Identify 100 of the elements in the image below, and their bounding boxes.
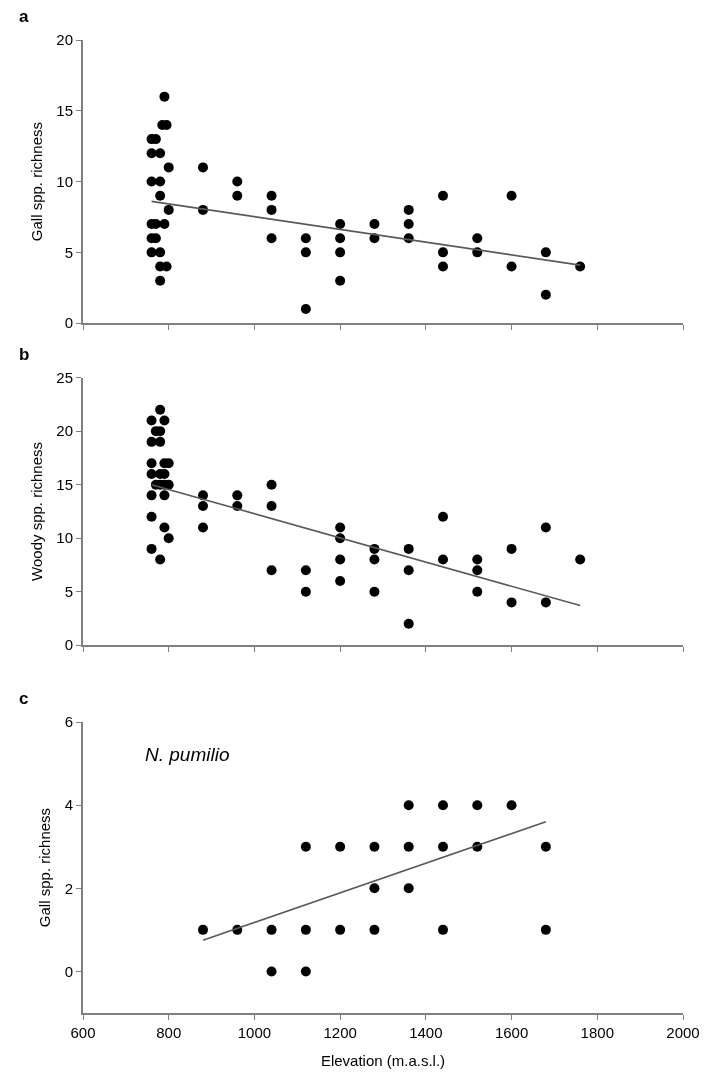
y-tick-label: 20 — [56, 422, 73, 440]
x-tick-label: 600 — [70, 1024, 96, 1041]
x-tick-label: 1600 — [494, 1024, 529, 1041]
point — [540, 522, 551, 533]
point — [266, 565, 277, 576]
point — [403, 883, 414, 894]
y-tick-label: 25 — [56, 368, 73, 386]
y-tick-label: 20 — [56, 31, 73, 49]
y-tick-label: 10 — [56, 529, 73, 547]
y-tick-label: 2 — [64, 879, 73, 897]
point — [163, 162, 174, 173]
x-tick-label: 800 — [156, 1024, 182, 1041]
point — [266, 233, 277, 244]
point — [266, 204, 277, 215]
point — [335, 575, 346, 586]
point — [540, 597, 551, 608]
point — [300, 565, 311, 576]
point — [472, 586, 483, 597]
point — [438, 800, 448, 811]
point — [159, 219, 170, 230]
point — [438, 261, 448, 272]
point — [506, 800, 517, 811]
y-tick-label: 15 — [56, 102, 73, 120]
point — [403, 800, 414, 811]
point — [403, 565, 414, 576]
point — [300, 924, 311, 935]
y-axis-title: Gall spp. richness — [28, 121, 46, 242]
y-axis-title: Gall spp. richness — [36, 807, 54, 928]
y-tick-label: 0 — [64, 314, 73, 332]
point — [438, 511, 448, 522]
y-tick-label: 5 — [64, 582, 73, 600]
point — [472, 565, 483, 576]
text: c — [19, 689, 29, 708]
y-tick-label: 4 — [64, 796, 73, 814]
point — [159, 415, 170, 426]
point — [266, 479, 277, 490]
point — [232, 490, 243, 501]
point — [540, 289, 551, 300]
point — [198, 162, 208, 173]
x-tick-label: 1400 — [409, 1024, 443, 1041]
point — [369, 841, 380, 852]
point — [403, 841, 414, 852]
point — [155, 436, 166, 447]
y-tick-label: 0 — [64, 962, 73, 980]
y-tick-label: 10 — [56, 172, 73, 190]
point — [266, 190, 277, 201]
point — [506, 261, 517, 272]
text: b — [19, 345, 30, 364]
point — [266, 966, 277, 977]
point — [369, 219, 380, 230]
y-tick-label: 6 — [64, 713, 73, 731]
point — [300, 303, 311, 314]
y-tick-label: 5 — [64, 243, 73, 261]
point — [472, 554, 483, 565]
point — [403, 543, 414, 554]
x-tick-label: 1200 — [323, 1024, 357, 1041]
point — [300, 247, 311, 258]
point — [155, 404, 166, 415]
point — [335, 219, 346, 230]
point — [335, 522, 346, 533]
point — [438, 554, 448, 565]
text: a — [19, 7, 29, 26]
point — [335, 924, 346, 935]
point — [163, 533, 174, 544]
point — [335, 841, 346, 852]
point — [163, 204, 174, 215]
point — [155, 247, 166, 258]
point — [369, 586, 380, 597]
point — [335, 247, 346, 258]
point — [438, 841, 448, 852]
point — [369, 554, 380, 565]
point — [146, 543, 157, 554]
point — [155, 554, 166, 565]
point — [198, 924, 208, 935]
point — [146, 458, 157, 469]
point — [540, 247, 551, 258]
point — [369, 883, 380, 894]
point — [438, 924, 448, 935]
x-tick-label: 2000 — [666, 1024, 700, 1041]
point — [335, 275, 346, 286]
point — [438, 190, 448, 201]
x-tick-label: 1800 — [580, 1024, 614, 1041]
point — [146, 415, 157, 426]
point — [198, 522, 208, 533]
point — [146, 490, 157, 501]
point — [472, 800, 483, 811]
point — [300, 233, 311, 244]
point — [540, 924, 551, 935]
annotation: N. pumilio — [145, 744, 230, 765]
point — [232, 176, 243, 187]
point — [300, 841, 311, 852]
point — [506, 190, 517, 201]
point — [159, 91, 170, 102]
point — [506, 597, 517, 608]
point — [472, 233, 483, 244]
point — [369, 924, 380, 935]
point — [335, 233, 346, 244]
point — [155, 176, 166, 187]
point — [266, 501, 277, 512]
point — [335, 554, 346, 565]
